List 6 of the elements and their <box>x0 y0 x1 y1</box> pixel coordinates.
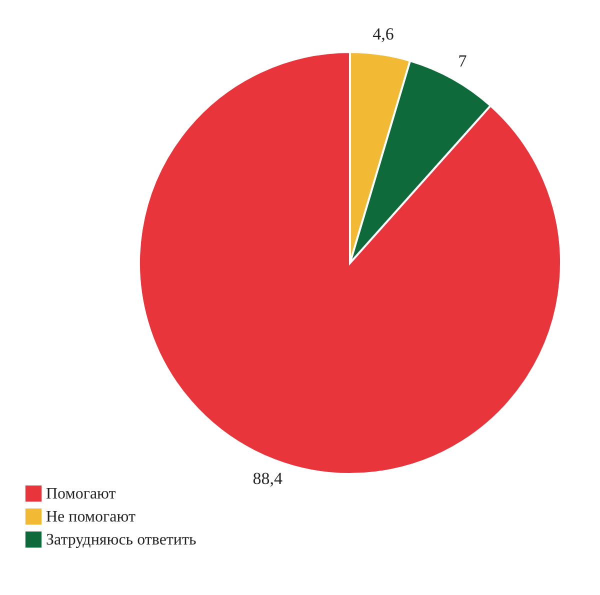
data-label: 4,6 <box>372 24 394 44</box>
legend-label: Затрудняюсь ответить <box>46 532 196 548</box>
data-label: 88,4 <box>252 468 284 488</box>
legend-label: Помогают <box>46 486 116 502</box>
data-label: 7 <box>458 51 468 70</box>
legend-label: Не помогают <box>46 508 136 526</box>
